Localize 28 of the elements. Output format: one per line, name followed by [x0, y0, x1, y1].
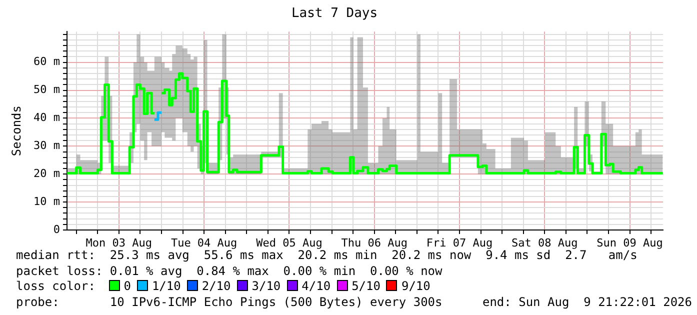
legend-label: 9/10 [401, 279, 430, 293]
x-tick-label: Sat 08 Aug [512, 236, 578, 250]
x-tick-label: Thu 06 Aug [341, 236, 408, 250]
legend-label: 3/10 [252, 279, 281, 293]
legend-label: 1/10 [152, 279, 181, 293]
x-tick-label: Sun 09 Aug [596, 236, 663, 250]
y-tick-label: 0 [53, 222, 60, 236]
x-tick-label: Fri 07 Aug [426, 236, 493, 250]
text: packet loss: 0.01 % avg 0.84 % max 0.00 % min 0.00 % now [16, 264, 444, 279]
y-tick-label: 20 m [34, 166, 60, 180]
y-tick-label: 60 m [34, 55, 60, 68]
text: probe: 10 IPv6-ICMP Echo Pings (500 Bytes) every 300s [16, 294, 442, 308]
x-tick-label: Tue 04 Aug [170, 236, 238, 250]
y-tick-label: 50 m [34, 83, 60, 96]
chart-title: Last 7 Days [291, 6, 378, 22]
legend-label: 0 [124, 279, 131, 293]
x-tick-label: Wed 05 Aug [256, 236, 322, 250]
legend-label: 2/10 [202, 279, 231, 293]
y-axis-title: Seconds [9, 106, 24, 156]
y-tick-label: 40 m [34, 111, 60, 124]
text: end: Sun Aug 9 21:22:01 2026 [482, 294, 692, 310]
legend-title: loss color: [16, 279, 96, 293]
y-tick-label: 30 m [34, 139, 60, 152]
legend-label: 5/10 [352, 279, 380, 293]
x-tick-label: Mon 03 Aug [86, 236, 152, 250]
legend-label: 4/10 [302, 279, 331, 293]
text: median rtt: 25.3 ms avg 55.6 ms max 20.2 ms min 20.2 ms now 9.4 ms sd 2.7 am/s [16, 248, 638, 264]
y-tick-label: 10 m [34, 194, 60, 208]
